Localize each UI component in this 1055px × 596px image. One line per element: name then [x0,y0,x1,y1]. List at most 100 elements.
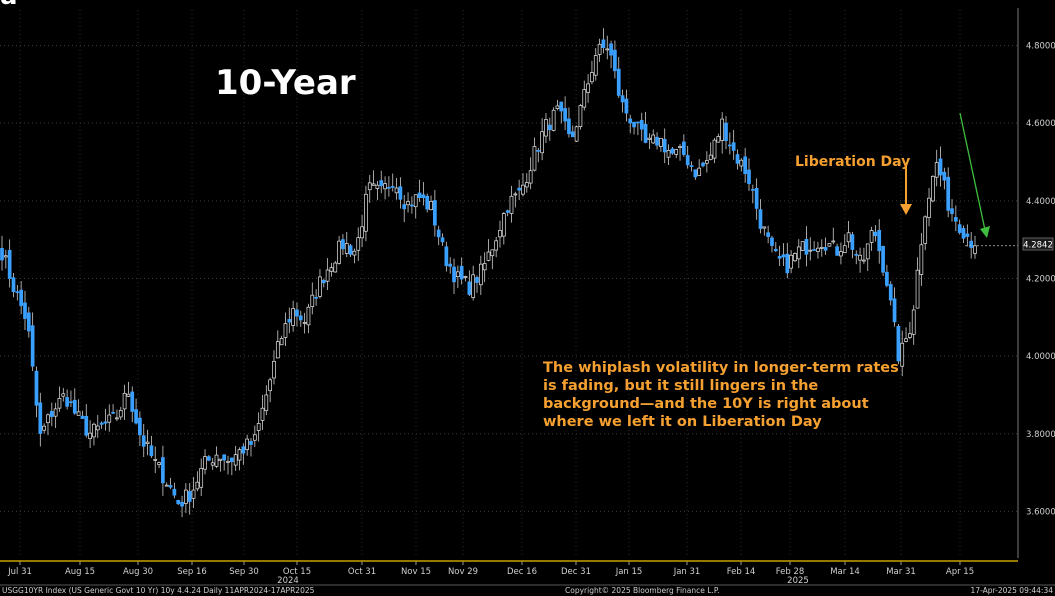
candle-body [467,281,472,295]
candle-body [578,105,583,127]
candle-body [521,184,525,195]
candle-body [655,136,659,146]
candle-body [72,399,77,414]
candle-body [241,446,246,454]
chart-title: 10-Year [215,63,356,103]
candle-body [789,254,793,269]
candle-body [601,39,606,49]
trend-arrow [959,112,990,238]
candle-body [620,95,625,103]
candle-body [950,208,954,214]
candle-body [881,245,885,273]
candle-body [877,230,882,252]
candle-body [659,138,663,147]
candle-body [567,118,571,135]
candle-body [823,246,828,251]
candle-body [291,308,295,326]
y-tick-label: 3.8000 [1026,430,1055,440]
candle-body [214,454,219,467]
candle-body [371,183,376,186]
candle-body [666,150,671,158]
candle-body [969,240,974,248]
candle-body [490,249,495,257]
candle-body [413,194,418,208]
candle-body [739,159,744,167]
candle-body [141,435,146,447]
candle-body [842,245,847,254]
x-tick-label: Nov 29 [448,567,478,577]
candle-body [505,210,510,213]
candle-body [674,149,679,155]
candle-body [762,226,767,229]
candle-body [57,397,62,409]
x-tick-label: Apr 15 [946,567,974,577]
candle-body [115,417,119,420]
candle-body [126,393,131,397]
candle-body [559,101,564,112]
candle-body [229,457,234,463]
candle-body [831,240,836,243]
x-axis: Jul 31 Aug 15 Aug 30 Sep 16 Sep 30 Oct 15 Oct … [7,561,974,586]
candle-body [0,248,4,261]
candle-body [547,124,552,131]
year-label: 2025 [787,576,809,586]
x-tick-label: Nov 15 [401,567,431,577]
candle-body [800,241,805,251]
candle-body [919,244,924,275]
grid-lines [0,10,1018,558]
candle-body [727,144,732,147]
x-tick-label: Aug 30 [123,567,153,577]
x-tick-label: Feb 28 [776,567,805,577]
candle-body [858,254,862,261]
candle-body [705,160,709,164]
candle-body [122,392,127,410]
candle-body [168,485,173,488]
candle-body [551,109,556,131]
y-tick-label: 4.0000 [1026,352,1055,362]
candle-body [364,193,368,232]
candle-body [720,118,725,141]
candle-body [647,137,652,140]
y-tick-label: 3.6000 [1026,507,1055,517]
candle-body [321,279,326,284]
candle-body [153,459,158,461]
candle-body [161,457,165,484]
candle-body [38,402,43,434]
candle-body [344,243,349,254]
candle-body [187,491,192,502]
candle-body [53,408,58,417]
candle-body [678,146,682,148]
footer-right: 17-Apr-2025 09:44:34 [971,586,1054,595]
candle-body [639,119,644,130]
commentary-note: The whiplash volatility in longer-term r… [543,360,899,430]
candle-body [95,425,100,431]
x-tick-label: Dec 16 [507,567,537,577]
candle-body [570,131,575,138]
candle-body [387,186,391,189]
candle-body [436,229,441,238]
candle-body [283,323,288,338]
candle-body [697,167,702,176]
candle-body [448,263,453,267]
candle-body [865,243,870,260]
y-tick-label: 4.4000 [1026,197,1055,207]
x-tick-label: Oct 15 [283,567,311,577]
candle-body [850,234,855,250]
candle-body [367,182,372,191]
candle-body [306,306,311,326]
candle-body [34,370,39,406]
candle-body [498,230,502,238]
candle-body [708,154,713,160]
candle-body [475,277,479,283]
candle-body [111,411,115,414]
candle-body [88,432,92,439]
candle-body [69,401,73,404]
candle-body [7,249,12,279]
candle-body [279,338,284,346]
candles [0,28,1018,518]
candle-body [819,247,824,249]
candle-body [682,141,686,155]
candle-body [275,341,280,359]
candle-body [934,162,939,178]
